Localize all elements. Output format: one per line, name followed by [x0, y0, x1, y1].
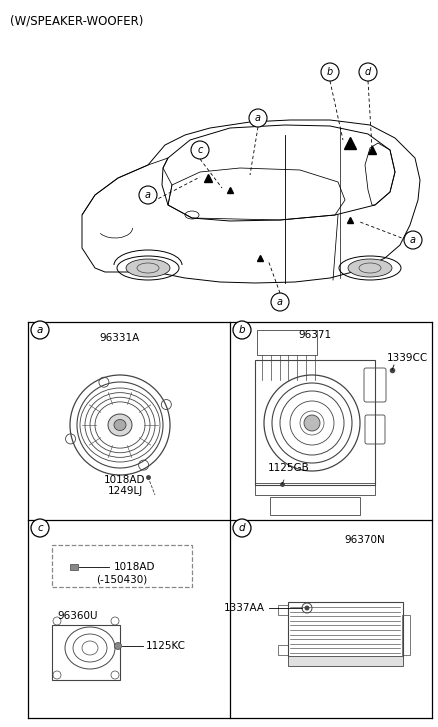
- Circle shape: [233, 321, 251, 339]
- Text: c: c: [37, 523, 43, 533]
- Text: c: c: [197, 145, 202, 155]
- Text: 96331A: 96331A: [100, 333, 140, 343]
- Bar: [287, 602, 402, 657]
- Text: 96360U: 96360U: [58, 611, 98, 621]
- Text: a: a: [409, 235, 415, 245]
- Text: 1018AD: 1018AD: [104, 475, 145, 485]
- Text: 96370N: 96370N: [344, 535, 385, 545]
- Bar: [254, 483, 374, 495]
- Circle shape: [139, 186, 157, 204]
- Ellipse shape: [126, 259, 170, 277]
- Ellipse shape: [108, 414, 132, 436]
- Circle shape: [191, 141, 208, 159]
- Ellipse shape: [114, 419, 126, 430]
- Text: 1337AA: 1337AA: [223, 603, 265, 613]
- Text: d: d: [238, 523, 245, 533]
- Text: 1125GB: 1125GB: [267, 463, 309, 473]
- Text: a: a: [145, 190, 151, 200]
- Circle shape: [31, 519, 49, 537]
- Circle shape: [320, 63, 338, 81]
- Text: (W/SPEAKER-WOOFER): (W/SPEAKER-WOOFER): [10, 14, 143, 27]
- Bar: [401, 615, 409, 655]
- Circle shape: [248, 109, 266, 127]
- Circle shape: [114, 643, 121, 649]
- Circle shape: [304, 606, 309, 611]
- Text: a: a: [254, 113, 261, 123]
- Bar: [277, 605, 287, 615]
- Text: b: b: [326, 67, 332, 77]
- Text: 1018AD: 1018AD: [114, 562, 155, 572]
- Text: a: a: [37, 325, 43, 335]
- Circle shape: [270, 293, 288, 311]
- Circle shape: [233, 519, 251, 537]
- Text: d: d: [364, 67, 370, 77]
- Ellipse shape: [347, 259, 391, 277]
- Bar: [269, 497, 359, 515]
- Text: 1249LJ: 1249LJ: [107, 486, 142, 496]
- Bar: [277, 645, 287, 655]
- Circle shape: [403, 231, 421, 249]
- Text: b: b: [238, 325, 245, 335]
- Bar: [256, 330, 316, 355]
- Bar: [287, 656, 402, 666]
- Ellipse shape: [303, 415, 319, 431]
- Text: a: a: [276, 297, 283, 307]
- Text: (-150430): (-150430): [96, 574, 147, 584]
- Bar: [254, 360, 374, 485]
- Circle shape: [358, 63, 376, 81]
- Text: 96371: 96371: [298, 330, 331, 340]
- Text: 1125KC: 1125KC: [146, 641, 186, 651]
- Bar: [70, 564, 78, 570]
- Text: 1339CC: 1339CC: [386, 353, 427, 363]
- Circle shape: [31, 321, 49, 339]
